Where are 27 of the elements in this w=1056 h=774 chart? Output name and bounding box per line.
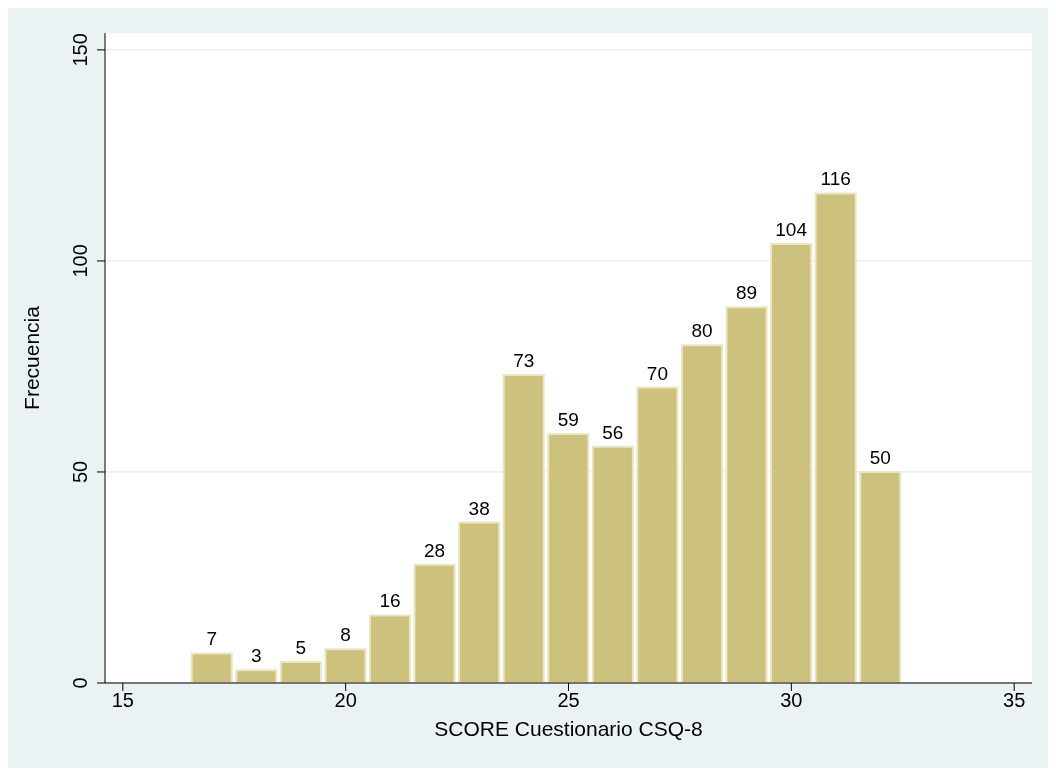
data-label: 104 (775, 219, 808, 241)
y-axis-title: Frecuencia (20, 305, 44, 410)
y-tick-label: 150 (69, 33, 91, 67)
data-label: 116 (820, 168, 851, 190)
y-tick-label: 100 (69, 244, 91, 278)
data-label: 38 (468, 497, 490, 519)
data-label: 59 (557, 408, 579, 430)
data-label: 89 (735, 282, 758, 304)
y-tick-label: 50 (69, 460, 91, 484)
y-tick-label: 0 (69, 677, 91, 689)
x-axis-title: SCORE Cuestionario CSQ-8 (434, 717, 703, 740)
data-label: 80 (691, 320, 713, 342)
x-tick-label: 30 (780, 689, 803, 712)
x-tick-label: 35 (1003, 689, 1026, 712)
data-label: 50 (869, 446, 891, 468)
data-label: 5 (295, 636, 307, 658)
data-label: 3 (251, 645, 262, 667)
data-label: 7 (206, 628, 218, 650)
x-tick-label: 20 (334, 689, 357, 712)
data-label: 73 (513, 349, 535, 371)
x-tick-label: 15 (111, 689, 134, 712)
data-label: 56 (602, 421, 624, 443)
data-label: 8 (340, 624, 351, 646)
data-label: 70 (646, 362, 668, 384)
data-label: 28 (424, 539, 446, 561)
x-tick-label: 25 (557, 689, 580, 712)
data-label: 16 (379, 590, 401, 612)
